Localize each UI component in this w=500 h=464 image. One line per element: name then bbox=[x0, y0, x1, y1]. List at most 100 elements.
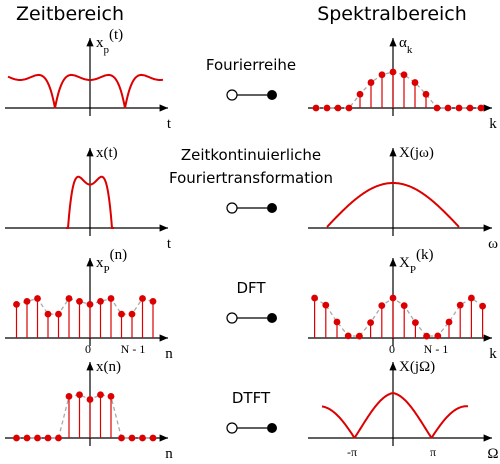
switch-closed bbox=[267, 423, 277, 433]
switch-closed bbox=[267, 90, 277, 100]
sample-dot bbox=[65, 295, 73, 302]
sample-dot bbox=[118, 434, 125, 442]
sample-dot bbox=[378, 302, 386, 310]
switch-closed bbox=[267, 203, 277, 213]
label-base: α bbox=[399, 35, 407, 51]
sample-dot bbox=[23, 434, 31, 442]
switch-open bbox=[226, 89, 238, 101]
sample-dot bbox=[411, 79, 419, 86]
switch-open bbox=[226, 312, 238, 324]
sample-dot bbox=[400, 302, 408, 310]
axis-label: x(n) bbox=[96, 359, 121, 375]
sample-dot bbox=[466, 104, 474, 112]
label-base: x bbox=[96, 255, 104, 271]
sample-dot bbox=[97, 391, 104, 399]
sample-dot bbox=[97, 297, 104, 305]
sample-dot bbox=[55, 310, 62, 318]
label-base: X(jΩ) bbox=[399, 359, 435, 375]
sample-dot bbox=[322, 301, 330, 309]
sample-dot bbox=[422, 90, 430, 98]
label-arg: (k) bbox=[416, 247, 434, 263]
x-axis-label: k bbox=[489, 346, 497, 362]
axis-label: xp(t) bbox=[96, 27, 123, 56]
sample-dot bbox=[389, 294, 397, 302]
sample-dot bbox=[13, 434, 20, 442]
label-base: X bbox=[399, 255, 410, 271]
sample-dot bbox=[367, 79, 375, 86]
sample-dot bbox=[378, 71, 386, 79]
sample-dot bbox=[107, 295, 115, 302]
sample-dot bbox=[423, 332, 430, 340]
sample-dot bbox=[412, 319, 419, 327]
switch-closed bbox=[267, 313, 277, 323]
x-axis-label: t bbox=[167, 116, 172, 132]
sample-dot bbox=[86, 396, 94, 403]
switch-open bbox=[226, 422, 238, 434]
axis-label: XP(k) bbox=[399, 247, 433, 276]
transform-name: DFT bbox=[236, 279, 266, 297]
envelope bbox=[314, 297, 483, 337]
label-sub: p bbox=[104, 44, 110, 56]
sample-dot bbox=[107, 392, 115, 400]
label-base: x bbox=[96, 35, 104, 51]
sample-dot bbox=[356, 332, 363, 340]
transform-name: Fouriertransformation bbox=[169, 169, 333, 187]
axis-label: X(jΩ) bbox=[399, 359, 435, 375]
label-arg: (n) bbox=[110, 247, 128, 263]
sample-dot bbox=[455, 104, 463, 112]
tick-label: 0 bbox=[85, 342, 91, 356]
sample-dot bbox=[344, 332, 352, 340]
x-axis-label: k bbox=[489, 116, 497, 132]
tick-label: N - 1 bbox=[424, 342, 449, 356]
sample-dot bbox=[333, 318, 341, 326]
sample-dot bbox=[456, 301, 464, 309]
x-axis-label: ω bbox=[488, 236, 498, 252]
sample-dot bbox=[311, 294, 318, 302]
signal-curve bbox=[326, 182, 460, 228]
transform-name: DTFT bbox=[232, 389, 271, 407]
sample-dot bbox=[34, 295, 41, 302]
signal-curve bbox=[66, 175, 114, 229]
sample-dot bbox=[65, 392, 73, 400]
axis-label: X(jω) bbox=[399, 145, 434, 161]
sample-dot bbox=[479, 302, 486, 310]
sample-dot bbox=[477, 104, 485, 112]
sample-dot bbox=[55, 434, 62, 442]
sample-dot bbox=[149, 434, 157, 442]
sample-dot bbox=[468, 294, 475, 302]
sample-dot bbox=[433, 104, 441, 112]
sample-dot bbox=[444, 104, 452, 112]
sample-dot bbox=[323, 104, 331, 112]
signal-curve bbox=[7, 73, 164, 109]
tick-label: 0 bbox=[389, 342, 395, 356]
x-axis-label: n bbox=[165, 346, 173, 362]
signal-curve bbox=[321, 391, 469, 439]
sample-dot bbox=[23, 297, 31, 305]
sample-dot bbox=[139, 295, 146, 302]
sample-dot bbox=[400, 71, 408, 79]
label-sub: k bbox=[407, 44, 413, 56]
sample-dot bbox=[44, 434, 52, 442]
axis-label: αk bbox=[399, 35, 413, 56]
axis-label: xP(n) bbox=[96, 247, 127, 276]
header-left: Zeitbereich bbox=[16, 3, 124, 25]
label-sub: P bbox=[104, 264, 110, 276]
x-axis-label: t bbox=[167, 236, 172, 252]
sample-dot bbox=[312, 104, 320, 112]
header-right: Spektralbereich bbox=[317, 3, 467, 25]
sample-dot bbox=[389, 68, 397, 76]
tick-label: -π bbox=[347, 445, 357, 459]
sample-dot bbox=[149, 297, 157, 305]
tick-label: π bbox=[430, 445, 436, 459]
sample-dot bbox=[128, 434, 136, 442]
label-base: x(t) bbox=[96, 145, 118, 161]
sample-dot bbox=[445, 318, 453, 326]
label-base: X(jω) bbox=[399, 145, 434, 161]
sample-dot bbox=[13, 301, 20, 308]
envelope bbox=[316, 71, 481, 109]
label-base: x(n) bbox=[96, 359, 121, 375]
label-sub: P bbox=[410, 264, 416, 276]
sample-dot bbox=[128, 310, 136, 318]
tick-label: N - 1 bbox=[121, 342, 146, 356]
